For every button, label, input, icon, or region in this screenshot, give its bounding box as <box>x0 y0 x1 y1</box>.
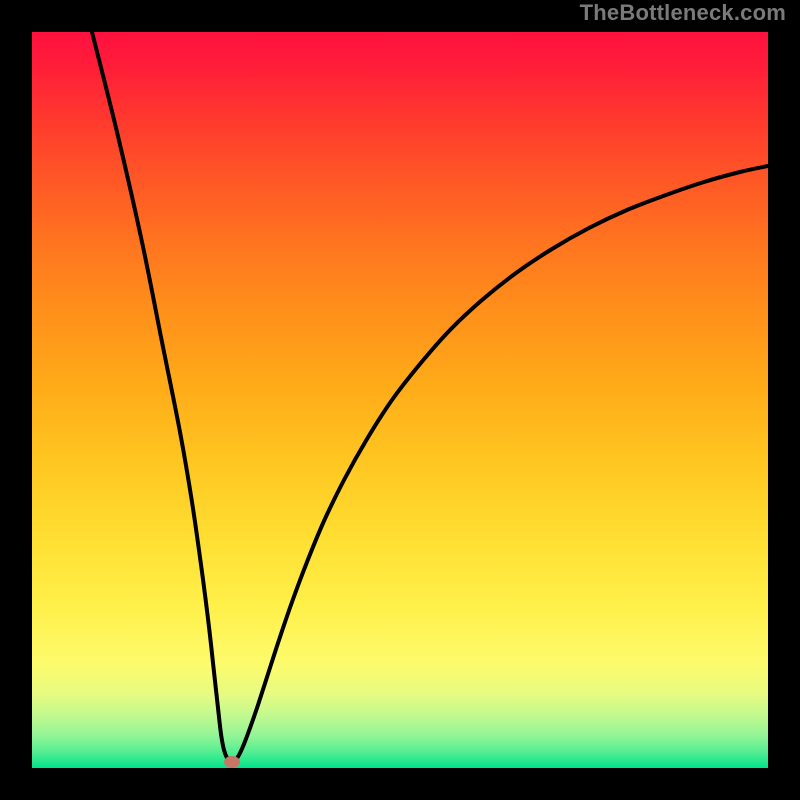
plot-area <box>32 32 768 768</box>
watermark-text: TheBottleneck.com <box>580 0 786 26</box>
bottleneck-curve-svg <box>32 32 768 768</box>
chart-frame: TheBottleneck.com <box>0 0 800 800</box>
gradient-background <box>32 32 768 768</box>
plot-outer <box>32 32 768 768</box>
bottleneck-marker <box>224 756 240 768</box>
